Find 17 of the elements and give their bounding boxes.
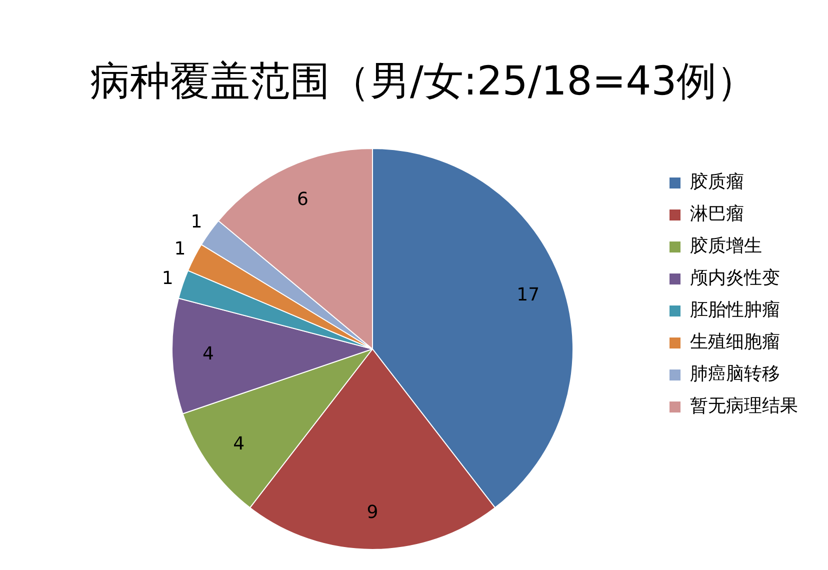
data-label: 4 — [202, 344, 214, 365]
legend-label: 胶质增生 — [690, 236, 762, 257]
legend-label: 暂无病理结果 — [690, 396, 798, 417]
data-label: 6 — [296, 188, 308, 210]
legend-label: 颅内炎性变 — [690, 268, 780, 289]
legend-label: 胚胎性肿瘤 — [690, 300, 780, 321]
data-label: 9 — [366, 502, 378, 524]
data-label: 1 — [190, 212, 202, 233]
data-label: 1 — [162, 268, 174, 289]
legend-label: 肺癌脑转移 — [690, 364, 780, 385]
legend-label: 淋巴瘤 — [690, 204, 744, 225]
data-label: 1 — [174, 238, 186, 260]
chart-title: 病种覆盖范围（男/女:25/18=43例） — [90, 58, 757, 104]
data-label: 17 — [516, 284, 540, 306]
data-label: 4 — [233, 433, 245, 454]
legend-label: 生殖细胞瘤 — [690, 332, 780, 353]
legend-label: 胶质瘤 — [690, 172, 744, 193]
